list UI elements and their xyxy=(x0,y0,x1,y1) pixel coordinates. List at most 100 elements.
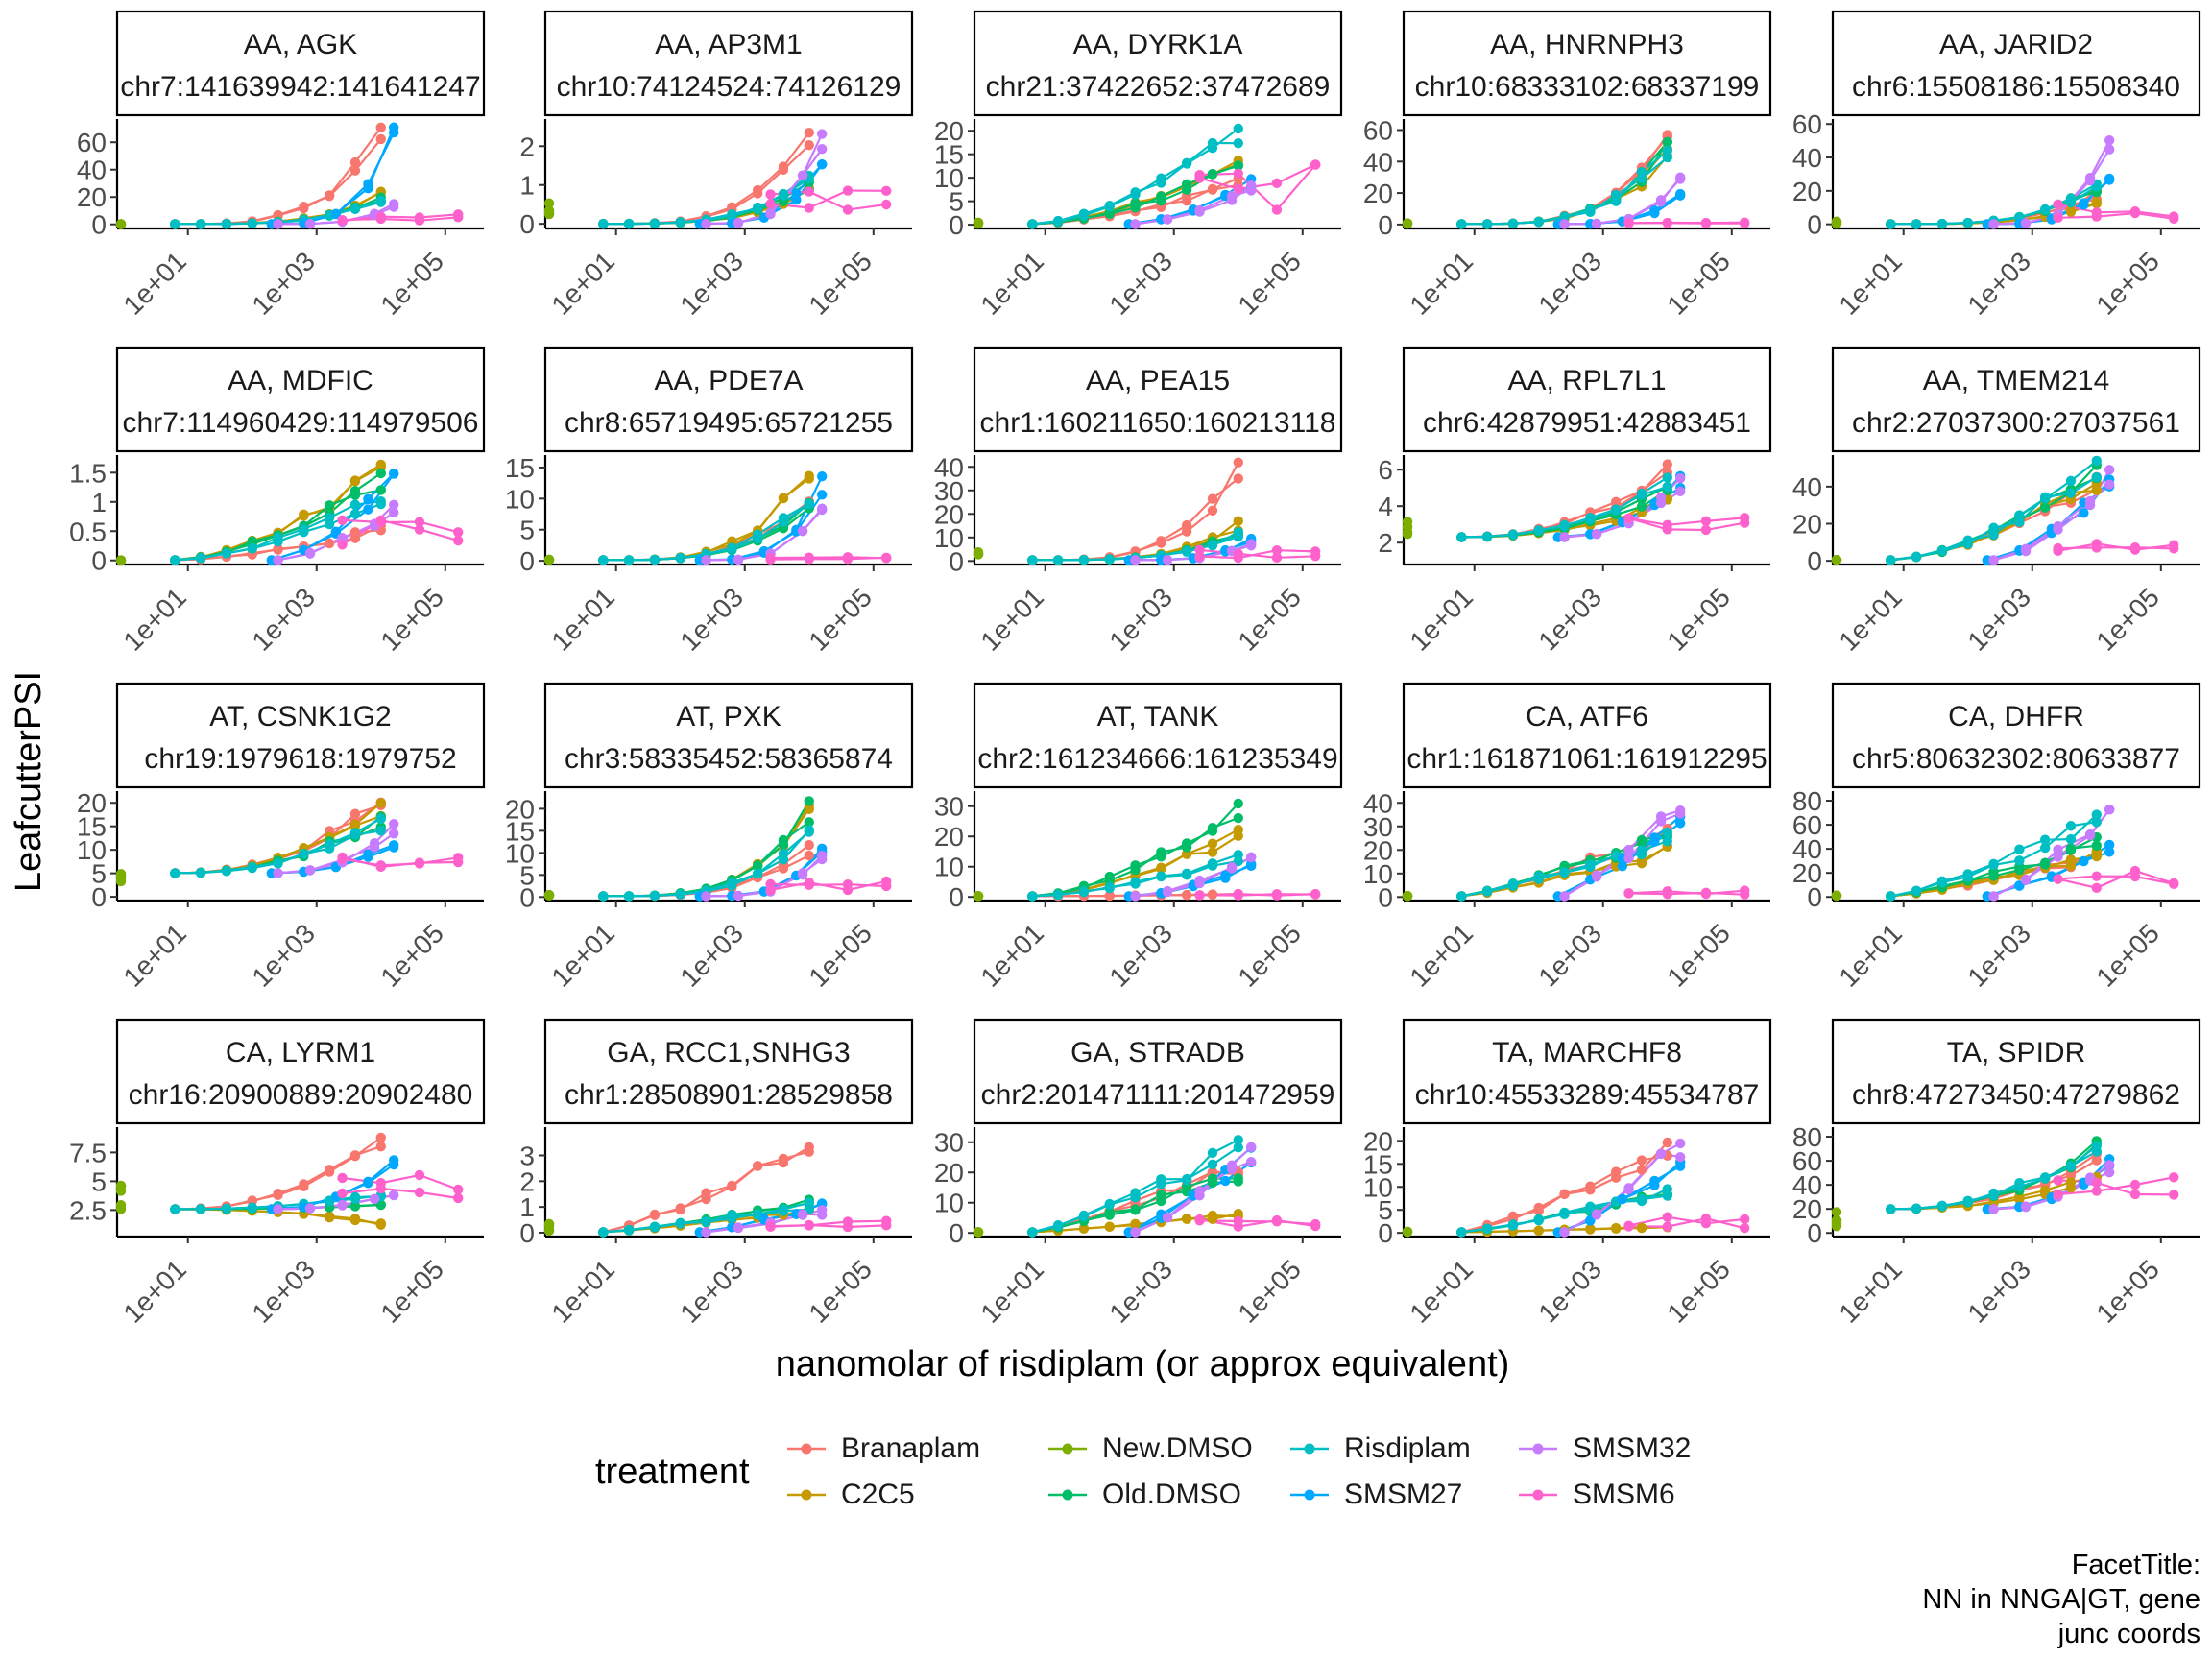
data-point-Risdiplam xyxy=(2039,1172,2051,1183)
data-point-SMSM6 xyxy=(1271,1214,1283,1226)
data-point-Risdiplam xyxy=(1456,532,1467,542)
data-point-SMSM32 xyxy=(1674,472,1686,484)
facet-panel: TA, MARCHF8 chr10:45533289:45534787 051015… xyxy=(1363,1018,1772,1329)
x-tick-label: 1e+03 xyxy=(246,918,321,993)
data-point-SMSM32 xyxy=(304,547,316,559)
series-line-SMSM6 xyxy=(1628,889,1745,896)
data-point-SMSM6 xyxy=(2168,878,2179,890)
data-point-Risdiplam xyxy=(1078,210,1090,221)
data-point-Branaplam xyxy=(701,1193,711,1205)
x-tick-label: 1e+05 xyxy=(1233,246,1308,321)
data-point-Risdiplam xyxy=(2039,842,2051,854)
facet-strip xyxy=(1402,682,1772,789)
data-point-New.DMSO xyxy=(1831,1214,1842,1226)
legend-key-icon xyxy=(1048,1489,1087,1501)
x-tick-label: 1e+05 xyxy=(375,918,450,993)
facet-subtitle: chr1:160211650:160213118 xyxy=(980,407,1336,439)
facet-subtitle: chr7:141639942:141641247 xyxy=(120,71,480,103)
data-point-SMSM32 xyxy=(1194,878,1205,889)
data-point-SMSM32 xyxy=(1674,174,1686,184)
y-tick-label: 15 xyxy=(77,812,107,842)
data-point-SMSM6 xyxy=(1233,183,1243,194)
data-point-Risdiplam xyxy=(195,1204,206,1214)
y-tick-label: 80 xyxy=(1792,1122,1822,1152)
y-tick-label: 10 xyxy=(77,835,107,865)
data-point-Risdiplam xyxy=(1207,540,1218,551)
data-point-SMSM32 xyxy=(1988,555,1999,565)
data-point-Risdiplam xyxy=(2039,492,2051,502)
x-tick-label: 1e+03 xyxy=(1961,246,2036,321)
series-line-SMSM6 xyxy=(1628,1217,1745,1230)
data-point-SMSM6 xyxy=(414,212,425,223)
data-point-SMSM6 xyxy=(1739,1214,1750,1225)
data-point-SMSM6 xyxy=(452,1184,464,1195)
facet-panel: AA, RPL7L1 chr6:42879951:42883451 2 4 6 1e+01… xyxy=(1378,346,1772,657)
data-point-Branaplam xyxy=(1559,1189,1570,1200)
y-tick-label: 15 xyxy=(505,816,535,846)
data-point-Risdiplam xyxy=(778,1206,789,1216)
facet-title: CA, LYRM1 xyxy=(226,1037,375,1069)
data-point-New.DMSO xyxy=(543,1220,555,1232)
data-point-C2C5 xyxy=(1207,847,1218,857)
data-point-Branaplam xyxy=(1207,493,1218,504)
data-point-SMSM27 xyxy=(363,849,373,859)
y-tick-label: 60 xyxy=(1363,115,1393,145)
data-point-SMSM27 xyxy=(1649,1175,1660,1187)
facet-strip xyxy=(1402,10,1772,117)
data-point-SMSM32 xyxy=(1130,555,1141,565)
facet-title: AA, MDFIC xyxy=(228,365,373,397)
data-point-SMSM6 xyxy=(1662,218,1672,228)
y-tick-label: 15 xyxy=(505,453,535,483)
legend-key-icon xyxy=(1048,1443,1087,1455)
y-tick-label: 0 xyxy=(1378,1218,1393,1248)
x-tick-label: 1e+03 xyxy=(1961,918,2036,993)
data-point-SMSM32 xyxy=(1559,891,1570,902)
data-point-SMSM32 xyxy=(2020,218,2032,228)
data-point-Risdiplam xyxy=(1662,835,1672,847)
data-point-Risdiplam xyxy=(1104,881,1115,893)
y-tick-label: 60 xyxy=(1792,1146,1822,1176)
data-point-SMSM32 xyxy=(2104,479,2115,490)
data-point-SMSM32 xyxy=(273,868,283,878)
data-point-SMSM32 xyxy=(2053,852,2063,862)
y-tick-label: 1.5 xyxy=(69,458,107,488)
data-point-SMSM27 xyxy=(791,195,802,205)
facet-subtitle: chr7:114960429:114979506 xyxy=(123,407,479,439)
data-point-SMSM27 xyxy=(330,208,342,219)
data-point-SMSM6 xyxy=(804,554,814,565)
data-point-Old.DMSO xyxy=(2039,502,2051,513)
data-point-SMSM32 xyxy=(816,854,828,865)
data-point-SMSM6 xyxy=(337,215,348,226)
data-point-Branaplam xyxy=(349,808,361,819)
strip-labels: AA, JARID2 chr6:15508186:15508340 xyxy=(1852,29,2180,103)
data-point-Risdiplam xyxy=(1610,504,1622,515)
data-point-New.DMSO xyxy=(973,1227,984,1238)
facet-subtitle: chr2:201471111:201472959 xyxy=(981,1079,1335,1111)
legend-key-point xyxy=(1062,1489,1073,1501)
data-point-Old.DMSO xyxy=(324,500,335,511)
data-point-Risdiplam xyxy=(170,1204,180,1214)
data-point-Branaplam xyxy=(675,1203,685,1214)
facet-strip xyxy=(973,682,1343,789)
data-point-Old.DMSO xyxy=(804,796,814,806)
data-point-Risdiplam xyxy=(1962,217,1973,228)
y-tick-label: 5 xyxy=(91,859,107,889)
data-point-New.DMSO xyxy=(1402,527,1413,538)
x-tick-label: 1e+03 xyxy=(1961,1254,2036,1329)
data-point-New.DMSO xyxy=(1402,218,1413,228)
data-point-Risdiplam xyxy=(273,532,283,543)
data-point-New.DMSO xyxy=(115,873,127,883)
y-tick-label: 0 xyxy=(949,210,964,240)
data-point-Risdiplam xyxy=(1533,1214,1544,1225)
data-point-SMSM6 xyxy=(1623,1221,1634,1232)
data-point-SMSM6 xyxy=(1233,888,1243,900)
legend: Branaplam New.DMSO Risdiplam SMSM32 C2C5 Old.… xyxy=(785,1429,1699,1515)
data-point-SMSM6 xyxy=(1662,1221,1672,1232)
data-point-Risdiplam xyxy=(1027,891,1038,902)
data-point-SMSM6 xyxy=(1194,169,1205,180)
data-point-Branaplam xyxy=(1610,1172,1622,1183)
data-point-Risdiplam xyxy=(1130,878,1141,889)
data-point-Risdiplam xyxy=(247,543,257,554)
x-tick-label: 1e+05 xyxy=(375,582,450,657)
data-point-SMSM32 xyxy=(388,819,399,830)
